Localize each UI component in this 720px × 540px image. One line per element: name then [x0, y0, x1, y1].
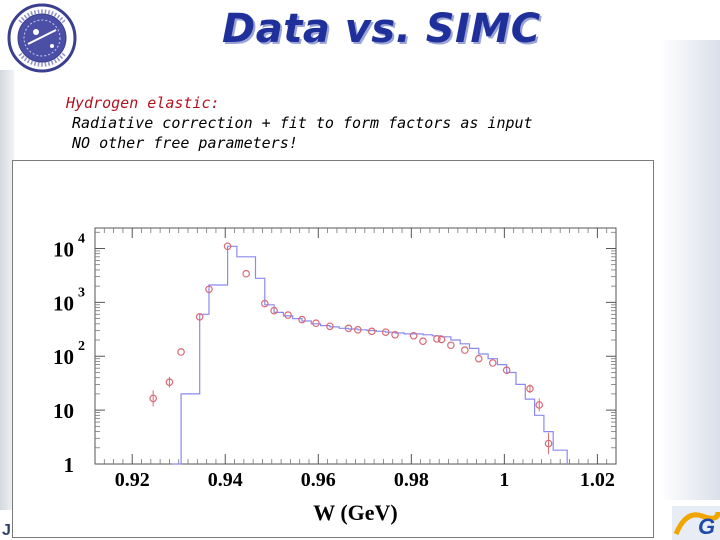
data-point [270, 306, 278, 315]
data-point [433, 335, 441, 343]
slide-title: Data vs. SIMC [222, 6, 541, 52]
data-point [205, 285, 213, 294]
y-tick-exponent: 3 [78, 285, 85, 300]
y-tick-label: 1 [64, 453, 75, 477]
note-line-1: Hydrogen elastic: [66, 94, 220, 112]
y-tick-label: 10 [53, 237, 74, 261]
data-point [502, 366, 511, 375]
data-point [298, 315, 306, 324]
data-point [284, 311, 292, 319]
x-tick-label: 1 [499, 469, 509, 491]
data-point [474, 354, 483, 363]
elastic-peak-chart: 0.92 0.94 0.96 0.98 1 1.02 1 10 10 2 10 3 10 4 W (Ge… [53, 227, 617, 525]
data-point [354, 325, 362, 334]
right-decorative-strip [660, 40, 720, 500]
plot-axes-box [94, 227, 617, 465]
data-point [526, 384, 534, 393]
svg-text:G: G [698, 514, 715, 539]
x-tick-label: 0.96 [301, 469, 336, 491]
data-point [447, 341, 455, 350]
left-decorative-strip [0, 70, 14, 510]
data-point [461, 346, 469, 354]
x-tick-label: 1.02 [580, 469, 615, 491]
data-point [409, 331, 418, 340]
x-tick-label: 0.98 [394, 469, 429, 491]
note-line-3: NO other free parameters! [72, 134, 298, 152]
x-tick-label: 0.94 [208, 469, 243, 491]
data-point [367, 327, 376, 336]
society-seal-logo [7, 3, 77, 73]
data-point [312, 319, 320, 328]
x-axis-label: W (GeV) [313, 500, 398, 525]
data-point [535, 401, 544, 409]
simc-histogram [171, 245, 568, 465]
y-tick-exponent: 2 [78, 339, 85, 354]
data-point [544, 439, 553, 448]
y-tick-label: 10 [53, 345, 74, 369]
data-point [419, 337, 427, 346]
x-tick-label: 0.92 [115, 469, 150, 491]
data-point [177, 348, 185, 356]
data-point [344, 324, 353, 333]
data-points [149, 242, 553, 455]
y-tick-label: 10 [53, 399, 74, 423]
y-tick-labels: 1 10 10 2 10 3 10 4 [53, 231, 85, 477]
footer-corner-text: J [2, 522, 11, 539]
data-point [195, 312, 204, 321]
data-point [391, 331, 399, 339]
x-tick-labels: 0.92 0.94 0.96 0.98 1 1.02 [115, 469, 615, 491]
axis-ticks [95, 228, 616, 465]
data-point [437, 335, 446, 344]
data-point [165, 378, 174, 386]
y-tick-exponent: 4 [78, 231, 85, 246]
note-line-2: Radiative correction + fit to form facto… [72, 114, 533, 132]
simc-step-line [171, 245, 568, 465]
data-point [149, 394, 157, 403]
data-point [326, 322, 334, 331]
data-point [381, 328, 390, 336]
data-point [260, 299, 269, 308]
data-point [488, 359, 497, 367]
y-tick-label: 10 [53, 291, 74, 315]
plot-frame [12, 160, 654, 538]
collaboration-corner-logo: G [672, 506, 720, 540]
data-point [223, 242, 232, 251]
data-point [242, 269, 250, 278]
